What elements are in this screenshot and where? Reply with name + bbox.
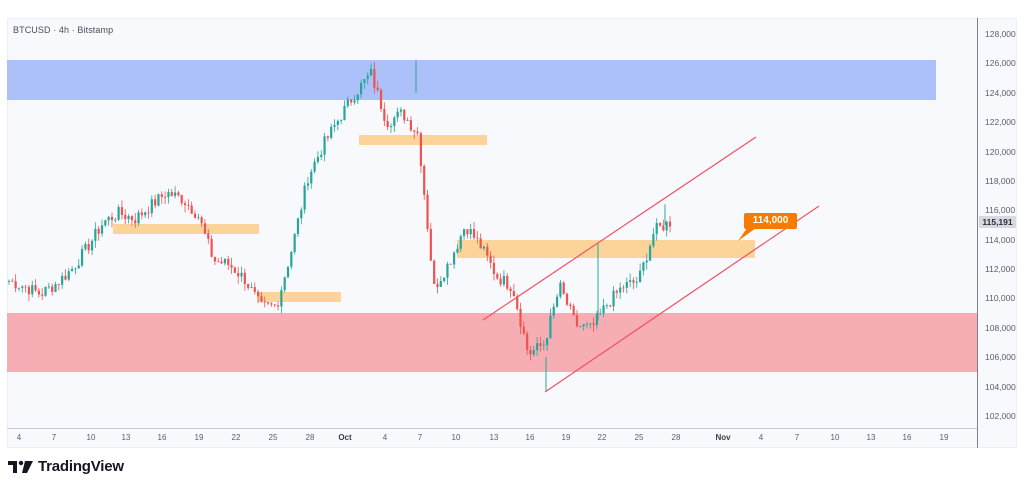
time-tick-label: 19 <box>939 433 949 442</box>
channel-upper-line[interactable] <box>482 136 757 321</box>
time-tick-label: 10 <box>830 433 840 442</box>
price-tick-label: 106,000 <box>985 352 1016 363</box>
time-tick-label: 22 <box>597 433 607 442</box>
time-tick-label: 19 <box>561 433 571 442</box>
brand-name: TradingView <box>38 458 124 475</box>
price-tick-label: 102,000 <box>985 411 1016 421</box>
price-tick-label: 104,000 <box>985 381 1016 392</box>
time-tick-label: 4 <box>382 433 388 442</box>
time-tick-label: Oct <box>338 433 352 442</box>
time-tick-label: 7 <box>51 433 57 442</box>
price-tick-label: 118,000 <box>985 175 1016 186</box>
time-tick-label: 13 <box>121 433 131 442</box>
sr-zone-4[interactable] <box>457 240 755 258</box>
price-tick-label: 120,000 <box>985 146 1016 157</box>
time-tick-label: 28 <box>671 433 681 442</box>
price-tick-label: 124,000 <box>985 87 1016 98</box>
time-tick-label: 10 <box>451 433 461 442</box>
tradingview-logo-icon <box>8 460 33 473</box>
price-tick-label: 126,000 <box>985 58 1016 69</box>
current-price-label: 115,191 <box>979 216 1016 228</box>
supply-zone[interactable] <box>7 60 936 100</box>
time-tick-label: 16 <box>902 433 912 442</box>
time-tick-label: 7 <box>794 433 800 442</box>
time-axis-border <box>7 428 977 429</box>
price-tick-label: 114,000 <box>985 234 1016 245</box>
candlestick-series <box>7 60 672 391</box>
sr-zone-3[interactable] <box>359 135 487 145</box>
time-tick-label: 13 <box>489 433 499 442</box>
time-tick-label: 4 <box>16 433 22 442</box>
time-tick-label: 10 <box>86 433 96 442</box>
symbol-label: BTCUSD · 4h · Bitstamp <box>13 25 114 35</box>
price-tick-label: 110,000 <box>985 293 1016 304</box>
time-tick-label: 4 <box>758 433 764 442</box>
time-tick-label: 13 <box>866 433 876 442</box>
callout-pointer <box>738 228 756 241</box>
tradingview-logo[interactable]: TradingView <box>8 458 124 475</box>
price-axis[interactable] <box>977 18 1018 448</box>
price-tick-label: 108,000 <box>985 322 1016 333</box>
price-tick-label: 112,000 <box>985 264 1016 275</box>
channel-lower-line[interactable] <box>544 205 820 393</box>
price-tick-label: 128,000 <box>985 29 1016 39</box>
price-tick-label: 116,000 <box>985 205 1016 216</box>
time-tick-label: 16 <box>525 433 535 442</box>
time-tick-label: 19 <box>194 433 204 442</box>
demand-zone[interactable] <box>7 313 977 372</box>
time-tick-label: Nov <box>715 433 731 442</box>
price-tick-label: 122,000 <box>985 117 1016 128</box>
time-tick-label: 22 <box>231 433 241 442</box>
time-tick-label: 16 <box>157 433 167 442</box>
time-tick-label: 25 <box>268 433 278 442</box>
time-tick-label: 28 <box>305 433 315 442</box>
price-callout-114000[interactable]: 114,000 <box>744 213 797 229</box>
sr-zone-1[interactable] <box>113 224 259 234</box>
time-tick-label: 25 <box>634 433 644 442</box>
time-tick-label: 7 <box>417 433 423 442</box>
sr-zone-2[interactable] <box>257 292 341 302</box>
